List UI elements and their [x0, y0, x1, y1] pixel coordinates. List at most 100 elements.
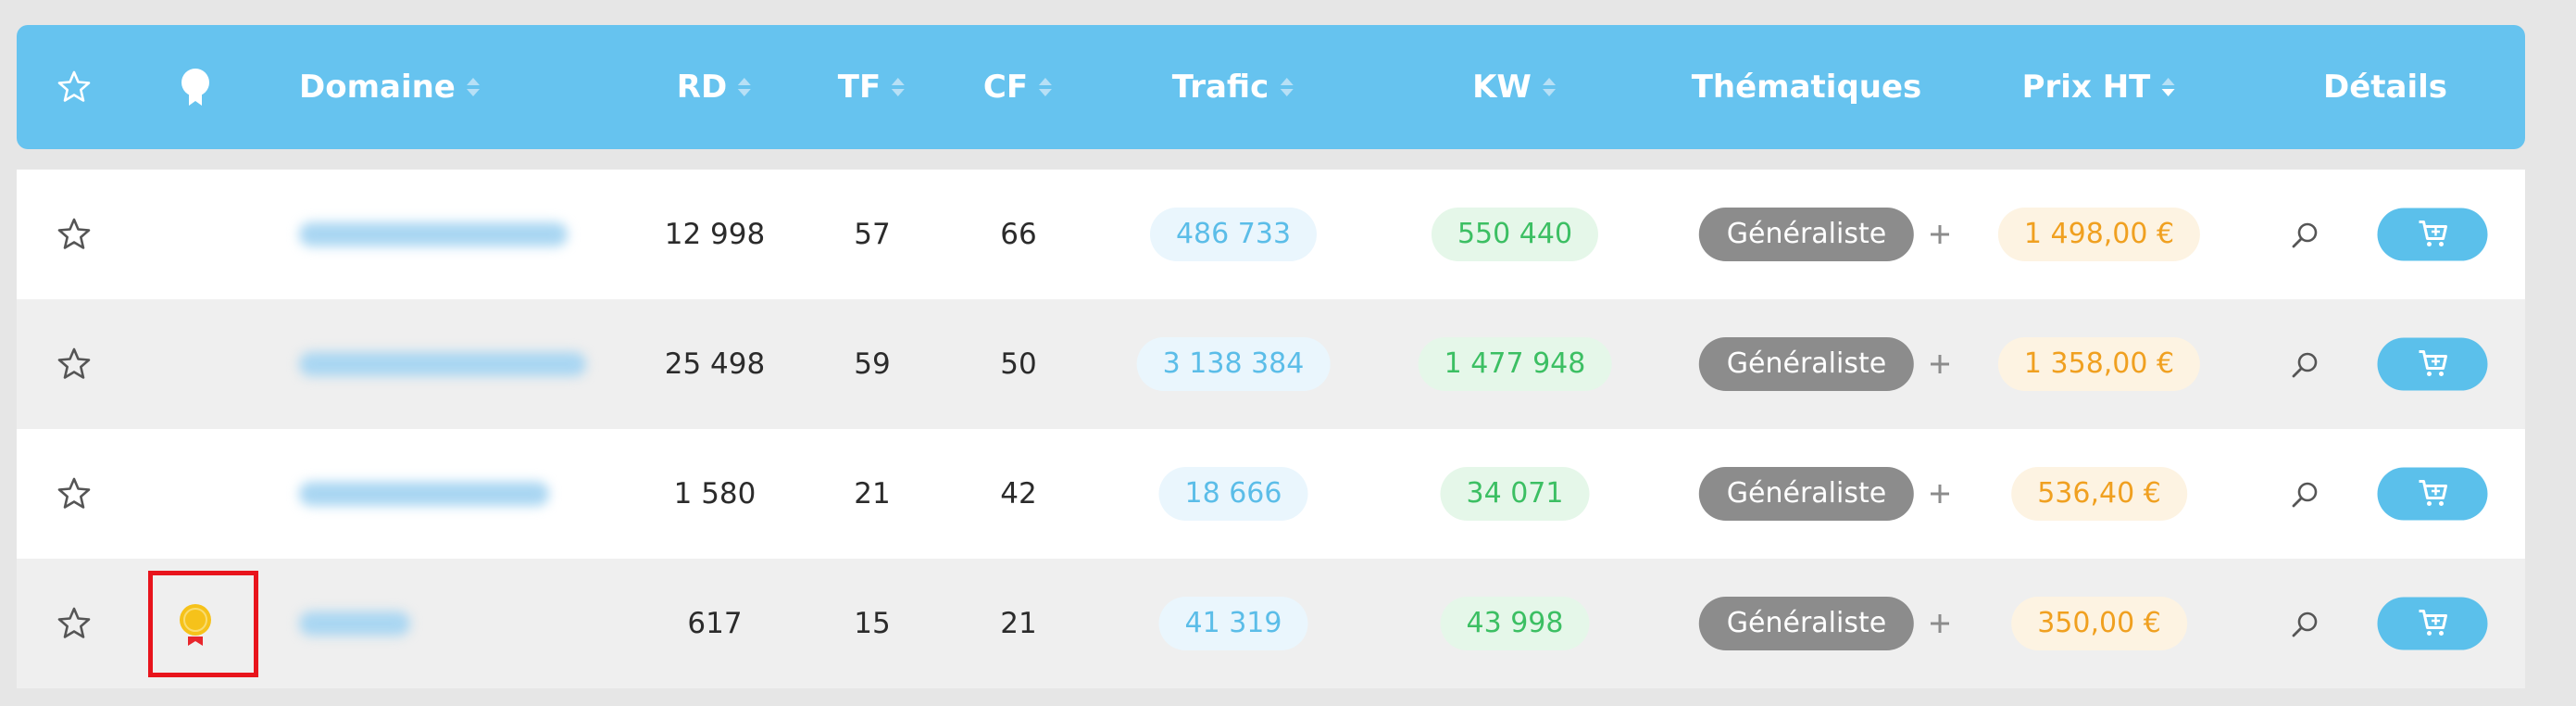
- price-pill: 1 498,00 €: [1997, 208, 2201, 261]
- domain-blurred: [299, 482, 549, 506]
- column-header[interactable]: Prix HT: [2022, 69, 2177, 106]
- cell-cf: 21: [1000, 607, 1037, 640]
- medal-badge-svg: [180, 604, 211, 646]
- details-search[interactable]: [2291, 221, 2319, 248]
- sort-arrows: [2159, 76, 2176, 98]
- column-header[interactable]: Domaine: [299, 69, 481, 106]
- cell-tf: 59: [854, 347, 891, 381]
- sort-arrows-svg: [1542, 78, 1556, 96]
- details-search[interactable]: [2291, 480, 2319, 508]
- keywords-pill: 550 440: [1431, 208, 1599, 261]
- cart-icon-svg: [2419, 349, 2447, 376]
- traffic-pill: 18 666: [1158, 467, 1308, 521]
- add-to-cart-button[interactable]: [2377, 337, 2488, 391]
- favorite-star[interactable]: [56, 347, 92, 382]
- add-theme-svg: [1931, 614, 1949, 633]
- cell-rd: 617: [687, 607, 743, 640]
- column-header: Thématiques: [1692, 69, 1922, 106]
- details-search[interactable]: [2291, 350, 2319, 378]
- cell-cf: 42: [1000, 477, 1037, 511]
- theme-pill: Généraliste: [1698, 597, 1915, 650]
- price-pill: 536,40 €: [2011, 467, 2187, 521]
- cart-icon: [2417, 218, 2448, 251]
- cell-tf: 21: [854, 477, 891, 511]
- sort-arrows: [1037, 76, 1054, 98]
- sort-arrows-svg: [2161, 78, 2175, 96]
- cart-icon: [2417, 477, 2448, 511]
- header-label: Trafic: [1171, 69, 1269, 106]
- sort-arrows-svg: [1280, 78, 1294, 96]
- keywords-pill: 43 998: [1440, 597, 1590, 650]
- header-label: Détails: [2322, 69, 2448, 106]
- column-header[interactable]: CF: [983, 69, 1054, 106]
- sort-arrows-svg: [892, 78, 906, 96]
- price-pill: 350,00 €: [2011, 597, 2187, 650]
- header-medal-svg: [181, 69, 209, 106]
- highlight-box: [148, 571, 258, 677]
- add-theme-svg: [1931, 355, 1949, 373]
- favorite-star[interactable]: [56, 606, 92, 641]
- favorite-star-svg: [57, 607, 91, 638]
- medal-badge: [173, 599, 218, 648]
- traffic-pill: 3 138 384: [1136, 337, 1331, 391]
- add-to-cart-button[interactable]: [2377, 467, 2488, 521]
- details-search-svg: [2292, 611, 2318, 637]
- sort-arrows: [736, 76, 753, 98]
- add-theme[interactable]: [1929, 612, 1951, 635]
- column-header[interactable]: RD: [677, 69, 753, 106]
- domain-blurred: [299, 611, 410, 636]
- cart-icon-svg: [2419, 220, 2447, 246]
- cell-rd: 25 498: [664, 347, 766, 381]
- cart-icon-svg: [2419, 479, 2447, 506]
- traffic-pill: 41 319: [1158, 597, 1308, 650]
- header-label: TF: [837, 69, 882, 106]
- cart-icon-svg: [2419, 609, 2447, 636]
- favorite-star-svg: [57, 477, 91, 509]
- cart-icon: [2417, 607, 2448, 640]
- keywords-pill: 34 071: [1440, 467, 1590, 521]
- add-theme[interactable]: [1929, 353, 1951, 375]
- sort-arrows-svg: [466, 78, 480, 96]
- column-header: Détails: [2323, 69, 2447, 106]
- cell-tf: 15: [854, 607, 891, 640]
- header-label: Prix HT: [2021, 69, 2151, 106]
- add-theme[interactable]: [1929, 223, 1951, 246]
- header-label: Domaine: [299, 69, 456, 106]
- sort-arrows: [890, 76, 907, 98]
- header-star-svg: [57, 70, 91, 102]
- add-to-cart-button[interactable]: [2377, 597, 2488, 650]
- sort-arrows: [1541, 76, 1557, 98]
- sort-arrows: [465, 76, 481, 98]
- favorite-star[interactable]: [56, 476, 92, 511]
- header-star[interactable]: [56, 69, 92, 105]
- theme-pill: Généraliste: [1698, 467, 1915, 521]
- favorite-star[interactable]: [56, 217, 92, 252]
- header-label: KW: [1472, 69, 1532, 106]
- column-header[interactable]: TF: [838, 69, 907, 106]
- cell-rd: 12 998: [664, 218, 766, 251]
- header-label: Thématiques: [1691, 69, 1922, 106]
- add-theme[interactable]: [1929, 483, 1951, 505]
- details-search[interactable]: [2291, 610, 2319, 637]
- column-header[interactable]: KW: [1472, 69, 1557, 106]
- sort-arrows-svg: [738, 78, 752, 96]
- cell-tf: 57: [854, 218, 891, 251]
- cart-icon: [2417, 347, 2448, 381]
- domain-blurred: [299, 222, 568, 246]
- details-search-svg: [2292, 482, 2318, 508]
- column-header[interactable]: Trafic: [1172, 69, 1295, 106]
- favorite-star-svg: [57, 218, 91, 249]
- sort-arrows-svg: [1039, 78, 1053, 96]
- traffic-pill: 486 733: [1149, 208, 1318, 261]
- add-to-cart-button[interactable]: [2377, 208, 2488, 261]
- table-header: [17, 25, 2525, 149]
- favorite-star-svg: [57, 347, 91, 379]
- header-medal[interactable]: [177, 67, 214, 107]
- sort-arrows: [1278, 76, 1294, 98]
- price-pill: 1 358,00 €: [1997, 337, 2201, 391]
- details-search-svg: [2292, 352, 2318, 378]
- cell-cf: 50: [1000, 347, 1037, 381]
- add-theme-svg: [1931, 485, 1949, 503]
- cell-cf: 66: [1000, 218, 1037, 251]
